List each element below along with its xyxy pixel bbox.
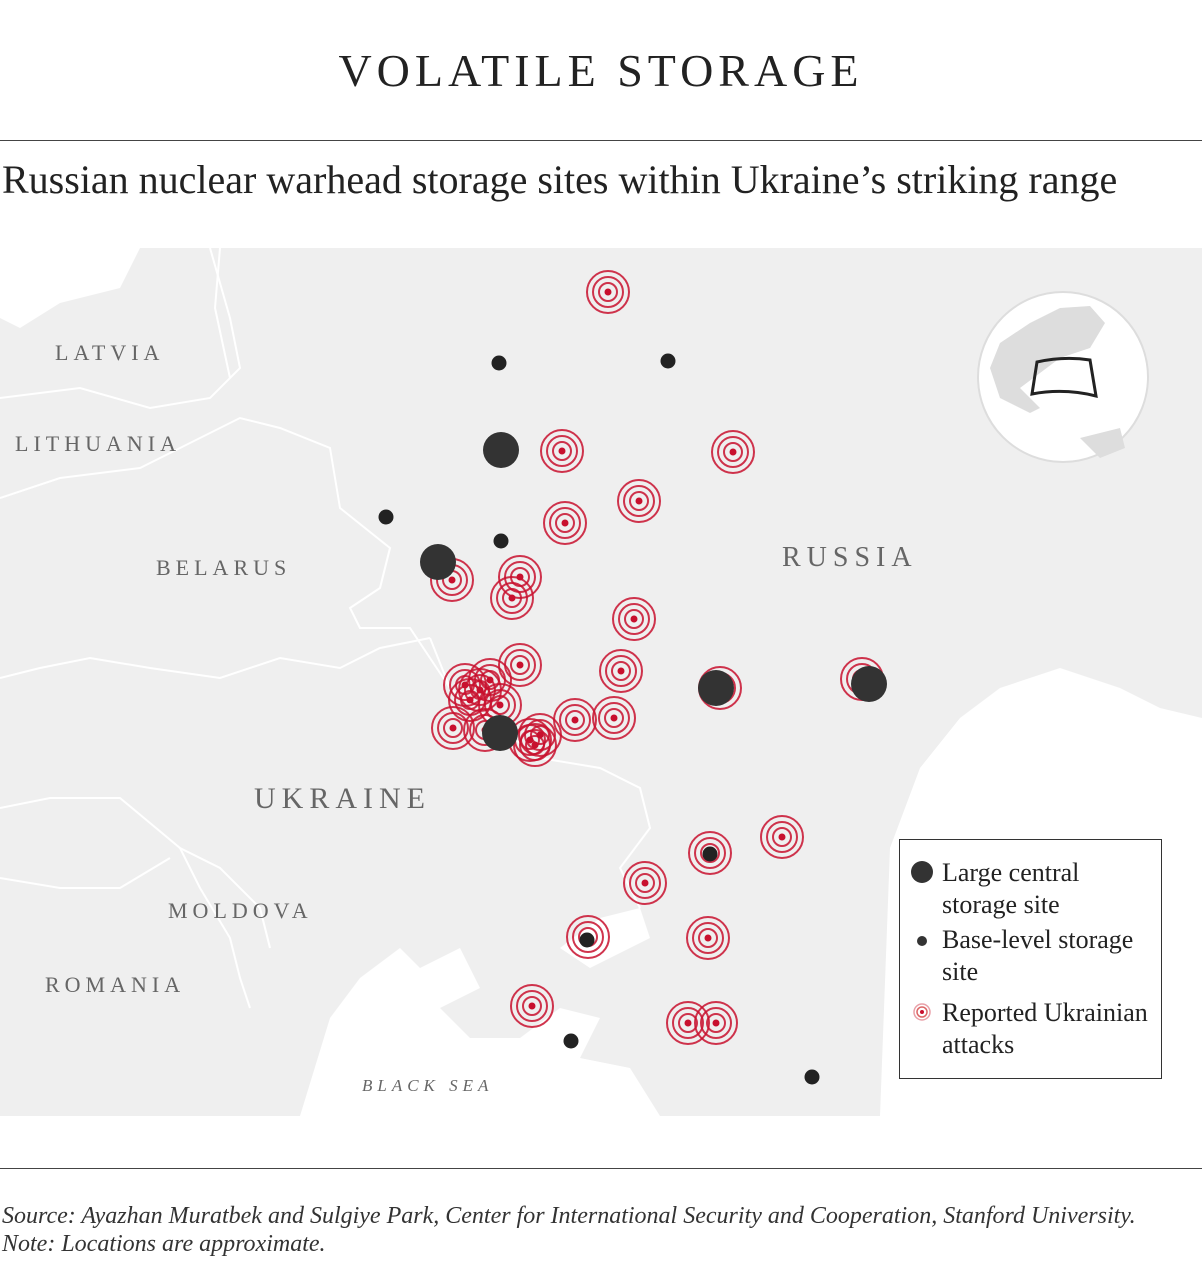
large-storage-site xyxy=(851,666,887,702)
chart-subtitle: Russian nuclear warhead storage sites wi… xyxy=(2,157,1118,202)
label-belarus: BELARUS xyxy=(156,555,291,580)
base-storage-site xyxy=(491,355,507,371)
attack-marker xyxy=(543,501,587,545)
base-storage-site xyxy=(702,846,718,862)
label-lithuania: LITHUANIA xyxy=(15,431,181,456)
label-latvia: LATVIA xyxy=(55,340,164,365)
legend: Large central storage site Base-level st… xyxy=(899,839,1162,1079)
base-storage-site xyxy=(493,533,509,549)
legend-large: Large central storage site xyxy=(942,858,1080,919)
attack-marker xyxy=(617,479,661,523)
attack-marker xyxy=(540,429,584,473)
attack-marker xyxy=(599,649,643,693)
locator-globe xyxy=(977,291,1149,463)
legend-base: Base-level storage site xyxy=(942,925,1134,986)
country-borders xyxy=(0,248,652,1009)
label-moldova: MOLDOVA xyxy=(168,898,313,923)
attack-marker xyxy=(592,696,636,740)
bottom-divider xyxy=(0,1168,1202,1169)
base-site-icon xyxy=(917,936,927,946)
attack-marker xyxy=(490,576,534,620)
chart-title: VOLATILE STORAGE xyxy=(338,45,864,96)
sea-of-azov xyxy=(560,908,650,968)
attack-marker xyxy=(694,1001,738,1045)
attack-marker xyxy=(498,643,542,687)
map: LATVIA LITHUANIA BELARUS MOLDOVA ROMANIA… xyxy=(0,248,1202,1116)
label-romania: ROMANIA xyxy=(45,972,185,997)
attack-marker xyxy=(510,984,554,1028)
base-storage-site xyxy=(378,509,394,525)
region-outline-icon xyxy=(1030,356,1098,399)
large-storage-site xyxy=(482,715,518,751)
base-storage-site xyxy=(579,932,595,948)
attack-marker xyxy=(666,1001,710,1045)
attack-marker xyxy=(586,270,630,314)
attack-marker xyxy=(612,597,656,641)
attack-marker xyxy=(711,430,755,474)
large-storage-site xyxy=(483,432,519,468)
label-ukraine: UKRAINE xyxy=(254,782,431,815)
base-storage-site xyxy=(563,1033,579,1049)
legend-attack: Reported Ukrainian attacks xyxy=(942,998,1148,1059)
label-black-sea: BLACK SEA xyxy=(362,1076,493,1095)
attack-marker xyxy=(431,706,475,750)
base-storage-site xyxy=(804,1069,820,1085)
top-divider xyxy=(0,140,1202,141)
attack-marker xyxy=(760,815,804,859)
source-note: Source: Ayazhan Muratbek and Sulgiye Par… xyxy=(2,1203,1136,1257)
label-russia: RUSSIA xyxy=(782,542,918,573)
large-storage-site xyxy=(420,544,456,580)
black-sea xyxy=(300,948,660,1116)
base-storage-site xyxy=(660,353,676,369)
attack-marker xyxy=(458,668,502,712)
large-site-icon xyxy=(911,861,933,883)
attack-marker xyxy=(623,861,667,905)
baltic-sea xyxy=(0,248,140,328)
attack-icon xyxy=(913,1003,931,1021)
attack-marker xyxy=(686,916,730,960)
large-storage-site xyxy=(698,670,734,706)
